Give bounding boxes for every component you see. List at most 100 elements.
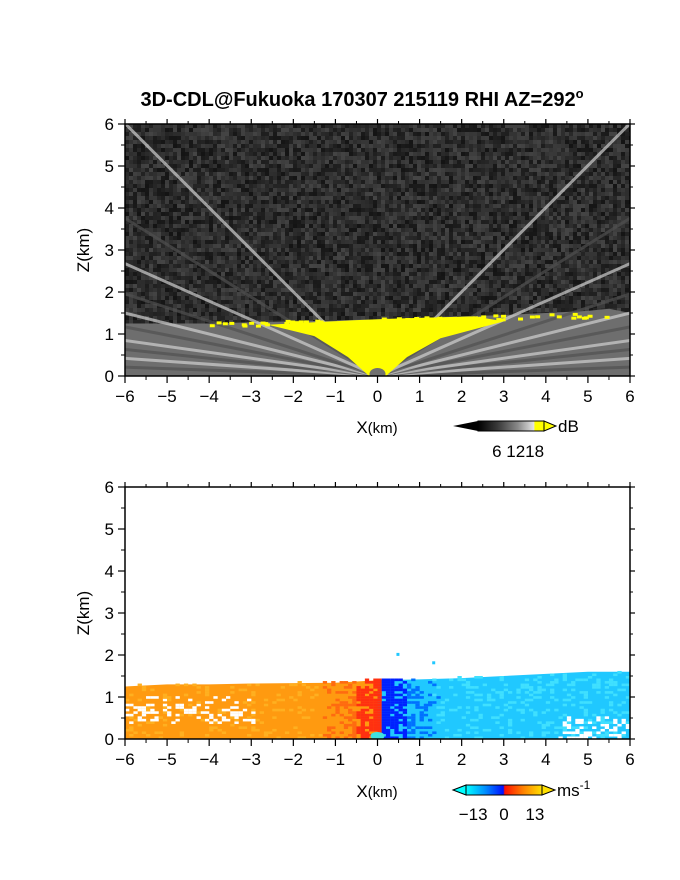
noise-cell — [141, 240, 145, 244]
noise-cell — [521, 136, 525, 140]
noise-cell — [177, 184, 181, 188]
noise-cell — [485, 188, 489, 192]
noise-cell — [461, 252, 465, 256]
noise-cell — [221, 196, 225, 200]
noise-cell — [457, 232, 461, 236]
noise-cell — [461, 268, 465, 272]
noise-cell — [433, 136, 437, 140]
noise-cell — [161, 176, 165, 180]
noise-cell — [397, 212, 401, 216]
noise-cell — [217, 196, 221, 200]
noise-cell — [289, 268, 293, 272]
noise-cell — [393, 252, 397, 256]
noise-cell — [609, 204, 613, 208]
noise-cell — [577, 208, 581, 212]
noise-cell — [205, 224, 209, 228]
noise-cell — [441, 164, 445, 168]
noise-cell — [245, 164, 249, 168]
noise-cell — [393, 128, 397, 132]
noise-cell — [253, 256, 257, 260]
noise-cell — [257, 168, 261, 172]
noise-cell — [605, 264, 609, 268]
noise-cell — [489, 132, 493, 136]
noise-cell — [281, 184, 285, 188]
noise-cell — [225, 228, 229, 232]
noise-cell — [505, 228, 509, 232]
noise-cell — [453, 216, 457, 220]
noise-cell — [461, 220, 465, 224]
noise-cell — [437, 196, 441, 200]
noise-cell — [281, 220, 285, 224]
noise-cell — [285, 268, 289, 272]
noise-cell — [385, 212, 389, 216]
noise-cell — [129, 228, 133, 232]
noise-cell — [453, 128, 457, 132]
noise-cell — [417, 224, 421, 228]
noise-cell — [161, 244, 165, 248]
noise-cell — [309, 244, 313, 248]
noise-cell — [149, 188, 153, 192]
noise-cell — [373, 144, 377, 148]
noise-cell — [225, 172, 229, 176]
noise-cell — [297, 224, 301, 228]
noise-cell — [581, 232, 585, 236]
noise-cell — [185, 164, 189, 168]
noise-cell — [417, 236, 421, 240]
noise-cell — [365, 180, 369, 184]
noise-cell — [509, 220, 513, 224]
noise-cell — [285, 236, 289, 240]
noise-cell — [373, 248, 377, 252]
noise-cell — [601, 156, 605, 160]
noise-cell — [429, 124, 433, 128]
noise-cell — [281, 168, 285, 172]
noise-cell — [237, 272, 241, 276]
noise-cell — [473, 232, 477, 236]
noise-cell — [289, 128, 293, 132]
noise-cell — [369, 200, 373, 204]
noise-cell — [465, 220, 469, 224]
noise-cell — [213, 128, 217, 132]
noise-cell — [461, 172, 465, 176]
noise-cell — [253, 128, 257, 132]
noise-cell — [557, 264, 561, 268]
noise-cell — [305, 224, 309, 228]
noise-cell — [229, 200, 233, 204]
noise-cell — [229, 136, 233, 140]
noise-cell — [173, 192, 177, 196]
noise-cell — [421, 164, 425, 168]
noise-cell — [265, 148, 269, 152]
noise-cell — [329, 268, 333, 272]
noise-cell — [325, 228, 329, 232]
noise-cell — [485, 164, 489, 168]
noise-cell — [385, 124, 389, 128]
noise-cell — [221, 140, 225, 144]
noise-cell — [149, 216, 153, 220]
noise-cell — [313, 168, 317, 172]
noise-cell — [161, 216, 165, 220]
noise-cell — [581, 132, 585, 136]
noise-cell — [397, 260, 401, 264]
noise-cell — [193, 144, 197, 148]
noise-cell — [421, 240, 425, 244]
noise-cell — [161, 136, 165, 140]
noise-cell — [553, 156, 557, 160]
noise-cell — [345, 172, 349, 176]
noise-cell — [433, 132, 437, 136]
noise-cell — [433, 276, 437, 280]
noise-cell — [329, 200, 333, 204]
noise-cell — [433, 148, 437, 152]
noise-cell — [585, 236, 589, 240]
noise-cell — [181, 220, 185, 224]
noise-cell — [477, 220, 481, 224]
noise-cell — [461, 276, 465, 280]
noise-cell — [169, 188, 173, 192]
noise-cell — [529, 216, 533, 220]
noise-cell — [209, 164, 213, 168]
noise-cell — [417, 260, 421, 264]
noise-cell — [177, 160, 181, 164]
noise-cell — [417, 144, 421, 148]
noise-cell — [569, 176, 573, 180]
noise-cell — [169, 204, 173, 208]
noise-cell — [193, 136, 197, 140]
noise-cell — [277, 136, 281, 140]
